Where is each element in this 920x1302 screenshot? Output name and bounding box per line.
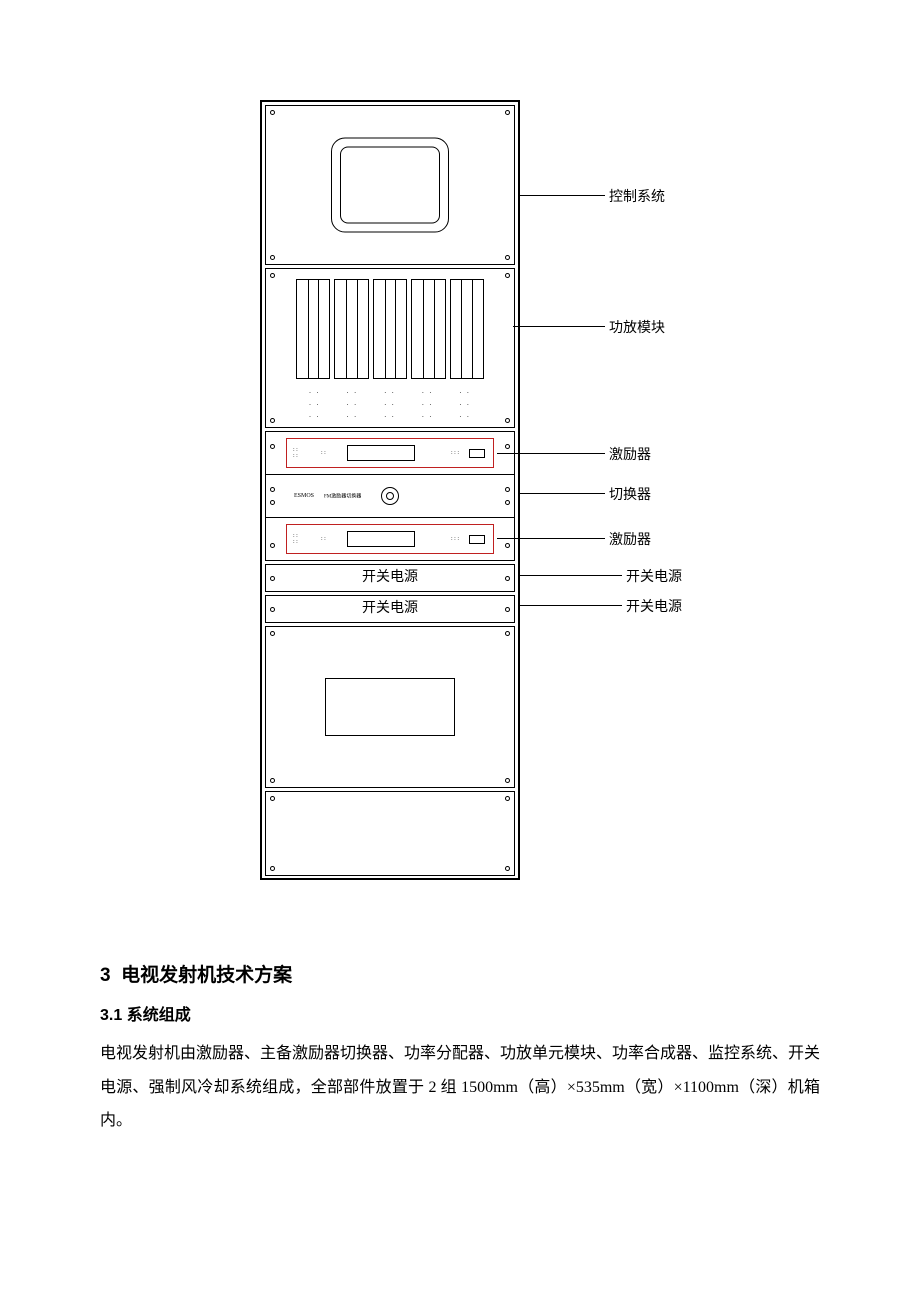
unit-exciter-switch: : :: : : : : : : ESMOS FM激励器切换器 : :: : :… [265, 431, 515, 561]
leader-line [497, 453, 605, 454]
psu1-label: 开关电源 [362, 570, 418, 585]
callout-label: 功放模块 [609, 317, 665, 337]
heading-title: 电视发射机技术方案 [121, 965, 292, 986]
section-heading: 3 电视发射机技术方案 [100, 960, 820, 987]
leader-line [513, 326, 605, 327]
unit-lower-panel [265, 626, 515, 788]
callout-label: 切换器 [609, 484, 651, 504]
exciter-1: : :: : : : : : : [286, 438, 494, 468]
psu2-label: 开关电源 [362, 601, 418, 616]
unit-psu-2: 开关电源 [265, 595, 515, 623]
rack-outline: . .. .. .. .. . . .. .. .. .. . . .. .. … [260, 100, 520, 880]
crt-monitor [331, 138, 449, 233]
switcher: ESMOS FM激励器切换器 [266, 474, 514, 518]
switch-knob [381, 487, 399, 505]
callout-label: 激励器 [609, 444, 651, 464]
unit-bottom-blank [265, 791, 515, 876]
callout-label: 控制系统 [609, 186, 665, 206]
callout-label: 开关电源 [626, 596, 682, 616]
leader-line [520, 195, 605, 196]
unit-amp-module: . .. .. .. .. . . .. .. .. .. . . .. .. … [265, 268, 515, 428]
unit-psu-1: 开关电源 [265, 564, 515, 592]
leader-line [520, 575, 622, 576]
leader-line [520, 605, 622, 606]
callout-label: 激励器 [609, 529, 651, 549]
sub-number: 3.1 [100, 1007, 122, 1024]
paragraph: 电视发射机由激励器、主备激励器切换器、功率分配器、功放单元模块、功率合成器、监控… [100, 1037, 820, 1138]
switch-name: FM激励器切换器 [324, 493, 361, 500]
lower-cutout [325, 678, 455, 736]
subsection-heading: 3.1 系统组成 [100, 1001, 820, 1025]
callout-label: 开关电源 [626, 566, 682, 586]
heading-number: 3 [100, 965, 111, 986]
rack-diagram: . .. .. .. .. . . .. .. .. .. . . .. .. … [260, 100, 820, 880]
exciter-2: : :: : : : : : : [286, 524, 494, 554]
switch-brand: ESMOS [294, 493, 314, 499]
leader-line [520, 493, 605, 494]
sub-title: 系统组成 [127, 1007, 191, 1024]
amp-slots [296, 279, 484, 379]
unit-control-system [265, 105, 515, 265]
leader-line [497, 538, 605, 539]
